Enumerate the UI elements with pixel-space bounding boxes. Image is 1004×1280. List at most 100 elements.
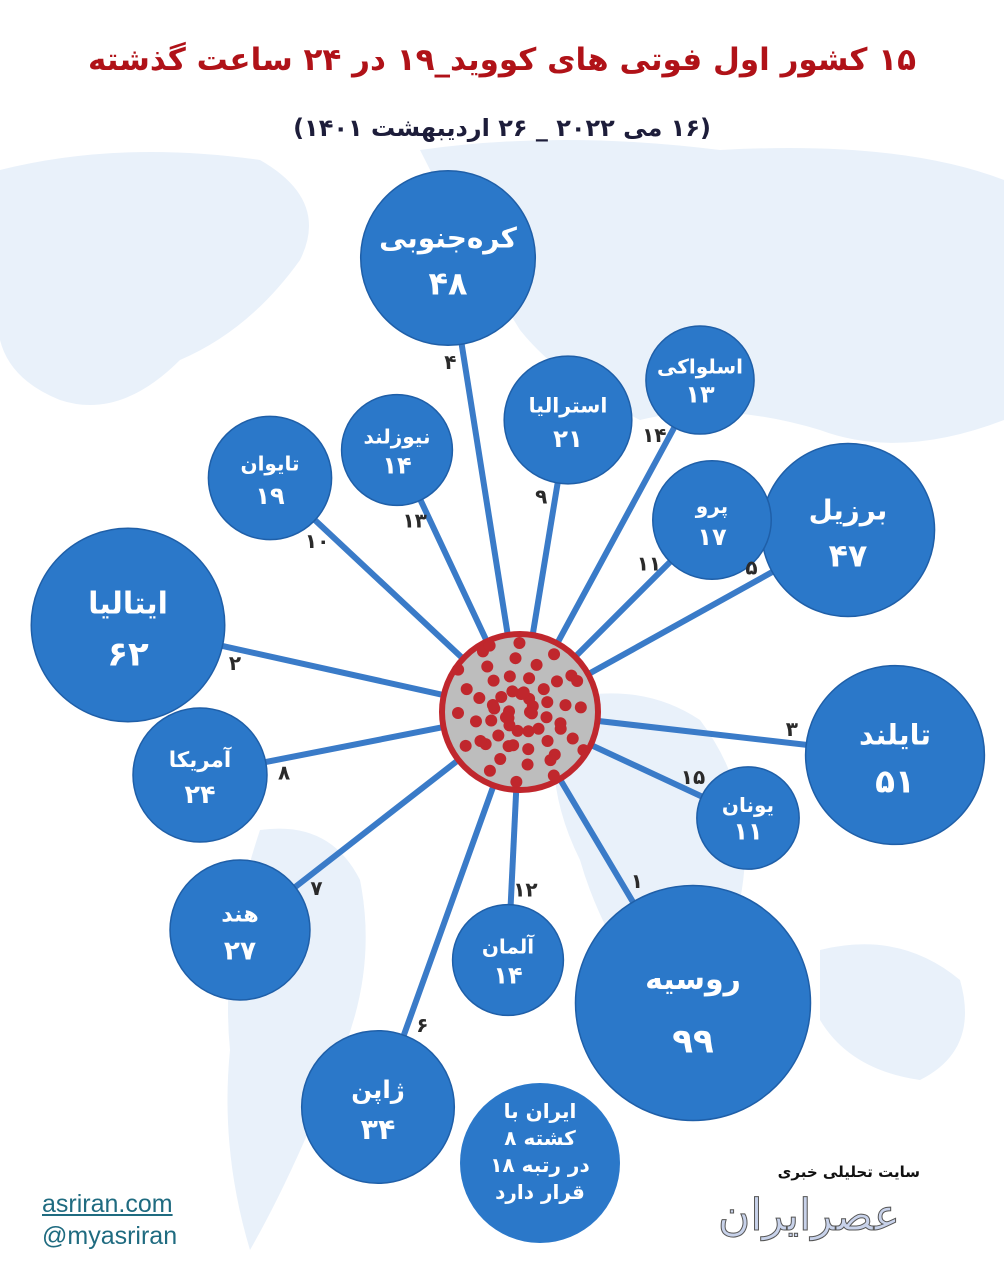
virus-spike <box>499 711 512 724</box>
bubble-circle <box>645 325 755 435</box>
bubble-circle <box>652 460 772 580</box>
rank-label: ۱۴ <box>642 423 666 447</box>
site-link[interactable]: asriran.com <box>42 1190 173 1218</box>
bubble-10: تایوان ۱۹ <box>207 415 333 541</box>
virus-spike <box>486 698 499 711</box>
country-label: کره‌جنوبی <box>379 222 518 255</box>
bubble-11: پرو ۱۷ <box>652 460 772 580</box>
virus-spike <box>523 672 536 685</box>
bubble-circle <box>503 355 633 485</box>
virus-spike <box>532 722 545 735</box>
country-label: تایوان <box>241 452 300 476</box>
bubble-7: هند ۲۷ <box>169 859 311 1001</box>
virus-spike <box>554 722 567 735</box>
value-label: ۶۲ <box>107 635 149 675</box>
country-label: استرالیا <box>529 393 608 417</box>
bubble-circle <box>300 1029 456 1185</box>
bubble-circle <box>340 393 454 507</box>
virus-spike <box>541 735 554 748</box>
brand-logo-text: عصرایران <box>718 1190 901 1242</box>
virus-spike <box>506 685 519 698</box>
value-label: ۵۱ <box>875 763 915 801</box>
virus-spike <box>537 683 550 696</box>
country-label: پرو <box>695 494 728 519</box>
country-label: ایتالیا <box>88 586 168 621</box>
value-label: ۱۱ <box>733 817 762 845</box>
virus-spike <box>459 739 472 752</box>
virus-spike <box>525 707 538 720</box>
country-label: ژاپن <box>351 1075 405 1104</box>
virus-spike <box>577 744 590 757</box>
virus-spike <box>513 637 526 650</box>
bubble-circle <box>696 766 800 870</box>
virus-spike <box>521 758 534 771</box>
bubble-5: برزیل ۴۷ <box>760 442 936 618</box>
country-label: اسلواکی <box>657 355 743 379</box>
virus-spike <box>566 732 579 745</box>
value-label: ۱۴ <box>382 451 411 479</box>
bubble-8: آمریکا ۲۴ <box>132 707 268 843</box>
virus-spike <box>503 670 516 683</box>
virus-spike <box>469 715 482 728</box>
virus-spike <box>487 674 500 687</box>
virus-spike <box>502 740 515 753</box>
iran-note-line: ایران با <box>504 1099 577 1123</box>
country-label: یونان <box>722 793 774 817</box>
virus-icon <box>439 631 601 793</box>
country-label: آمریکا <box>169 746 232 773</box>
bubbles: روسیه۹۹ایتالیا۶۲تایلند۵۱کره‌جنوبی۴۸برزیل… <box>30 169 986 1243</box>
bubble-6: ژاپن ۳۴ <box>300 1029 456 1185</box>
country-label: برزیل <box>809 494 888 527</box>
country-label: هند <box>221 902 259 928</box>
rank-label: ۷ <box>310 876 322 900</box>
virus-spike <box>544 754 557 767</box>
rank-label: ۴ <box>444 350 456 374</box>
virus-spike <box>483 764 496 777</box>
virus-spike <box>571 675 584 688</box>
rank-label: ۲ <box>229 651 241 675</box>
bubble-circle <box>30 527 226 723</box>
bubble-circle <box>574 884 812 1122</box>
bubble-circle <box>804 664 986 846</box>
rank-label: ۸ <box>278 761 290 785</box>
value-label: ۴۸ <box>429 265 468 303</box>
virus-spike <box>483 639 496 652</box>
country-label: آلمان <box>482 933 535 958</box>
value-label: ۱۹ <box>255 482 285 510</box>
bubble-circle <box>359 169 537 347</box>
country-label: نیوزلند <box>364 424 431 448</box>
social-handle[interactable]: @myasriran <box>42 1222 178 1250</box>
value-label: ۱۳ <box>685 381 715 409</box>
virus-spike <box>559 699 572 712</box>
virus-spike <box>541 696 554 709</box>
rank-label: ۹ <box>535 484 547 508</box>
virus-spike <box>492 729 505 742</box>
value-label: ۴۷ <box>829 538 868 574</box>
value-label: ۱۷ <box>697 523 727 551</box>
virus-spike <box>540 711 553 724</box>
bubble-circle <box>169 859 311 1001</box>
bubble-2: ایتالیا ۶۲ <box>30 527 226 723</box>
virus-spike <box>485 714 498 727</box>
bubble-circle <box>760 442 936 618</box>
rank-label: ۱۵ <box>681 765 705 789</box>
virus-spike <box>473 692 486 705</box>
virus-spike <box>452 663 465 676</box>
value-label: ۹۹ <box>672 1021 714 1061</box>
virus-spike <box>517 686 530 699</box>
virus-spike <box>481 660 494 673</box>
value-label: ۲۷ <box>224 936 256 966</box>
virus-spike <box>495 690 508 703</box>
bubble-12: آلمان ۱۴ <box>451 903 565 1017</box>
iran-note-line: در رتبه ۱۸ <box>490 1153 589 1177</box>
virus-spike <box>548 648 561 661</box>
virus-spike <box>547 769 560 782</box>
value-label: ۲۴ <box>184 779 215 809</box>
value-label: ۱۴ <box>493 961 522 989</box>
rank-label: ۱۲ <box>513 877 537 901</box>
rank-label: ۵ <box>745 556 757 580</box>
rank-label: ۱۱ <box>637 551 661 575</box>
